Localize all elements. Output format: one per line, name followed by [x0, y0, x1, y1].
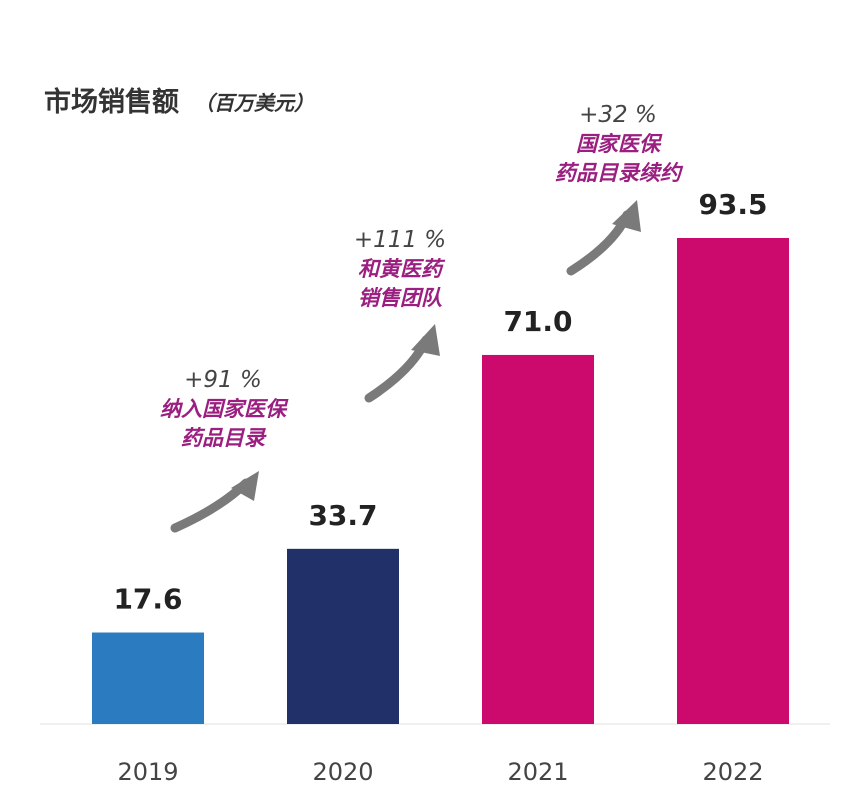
annotation-text-2-1: 和黄医药	[358, 257, 446, 281]
annotation-text-3-1: 国家医保	[576, 132, 663, 156]
annotation-text-1-2: 药品目录	[181, 426, 267, 450]
value-label-2021: 71.0	[503, 305, 572, 338]
x-tick-label-2019: 2019	[117, 758, 178, 786]
value-label-2020: 33.7	[308, 499, 377, 532]
x-tick-label-2022: 2022	[702, 758, 763, 786]
chart-unit-label: （百万美元）	[194, 91, 314, 115]
annotation-pct-2: +111 %	[354, 227, 446, 253]
value-label-2022: 93.5	[698, 188, 767, 221]
annotation-pct-3: +32 %	[579, 102, 657, 128]
chart-title: 市场销售额	[44, 86, 179, 118]
growth-arrow-head-1	[231, 471, 259, 501]
annotation-pct-1: +91 %	[184, 367, 262, 393]
bar-2022	[677, 238, 789, 724]
value-label-2019: 17.6	[113, 583, 182, 616]
annotation-text-1-1: 纳入国家医保	[160, 397, 289, 421]
growth-arrow-head-3	[612, 200, 641, 232]
bar-2021	[482, 354, 594, 724]
annotation-text-2-2: 销售团队	[358, 286, 443, 310]
bars-layer: 17.6 2019 33.7 2020 71.0 2021 93.5 2022 +91 % 纳入国…	[92, 102, 789, 786]
x-tick-label-2021: 2021	[507, 758, 568, 786]
growth-arrow-head-2	[411, 324, 440, 356]
bar-2019	[92, 632, 204, 724]
bar-2020	[287, 548, 399, 724]
x-tick-label-2020: 2020	[312, 758, 373, 786]
annotation-text-3-2: 药品目录续约	[555, 161, 684, 185]
